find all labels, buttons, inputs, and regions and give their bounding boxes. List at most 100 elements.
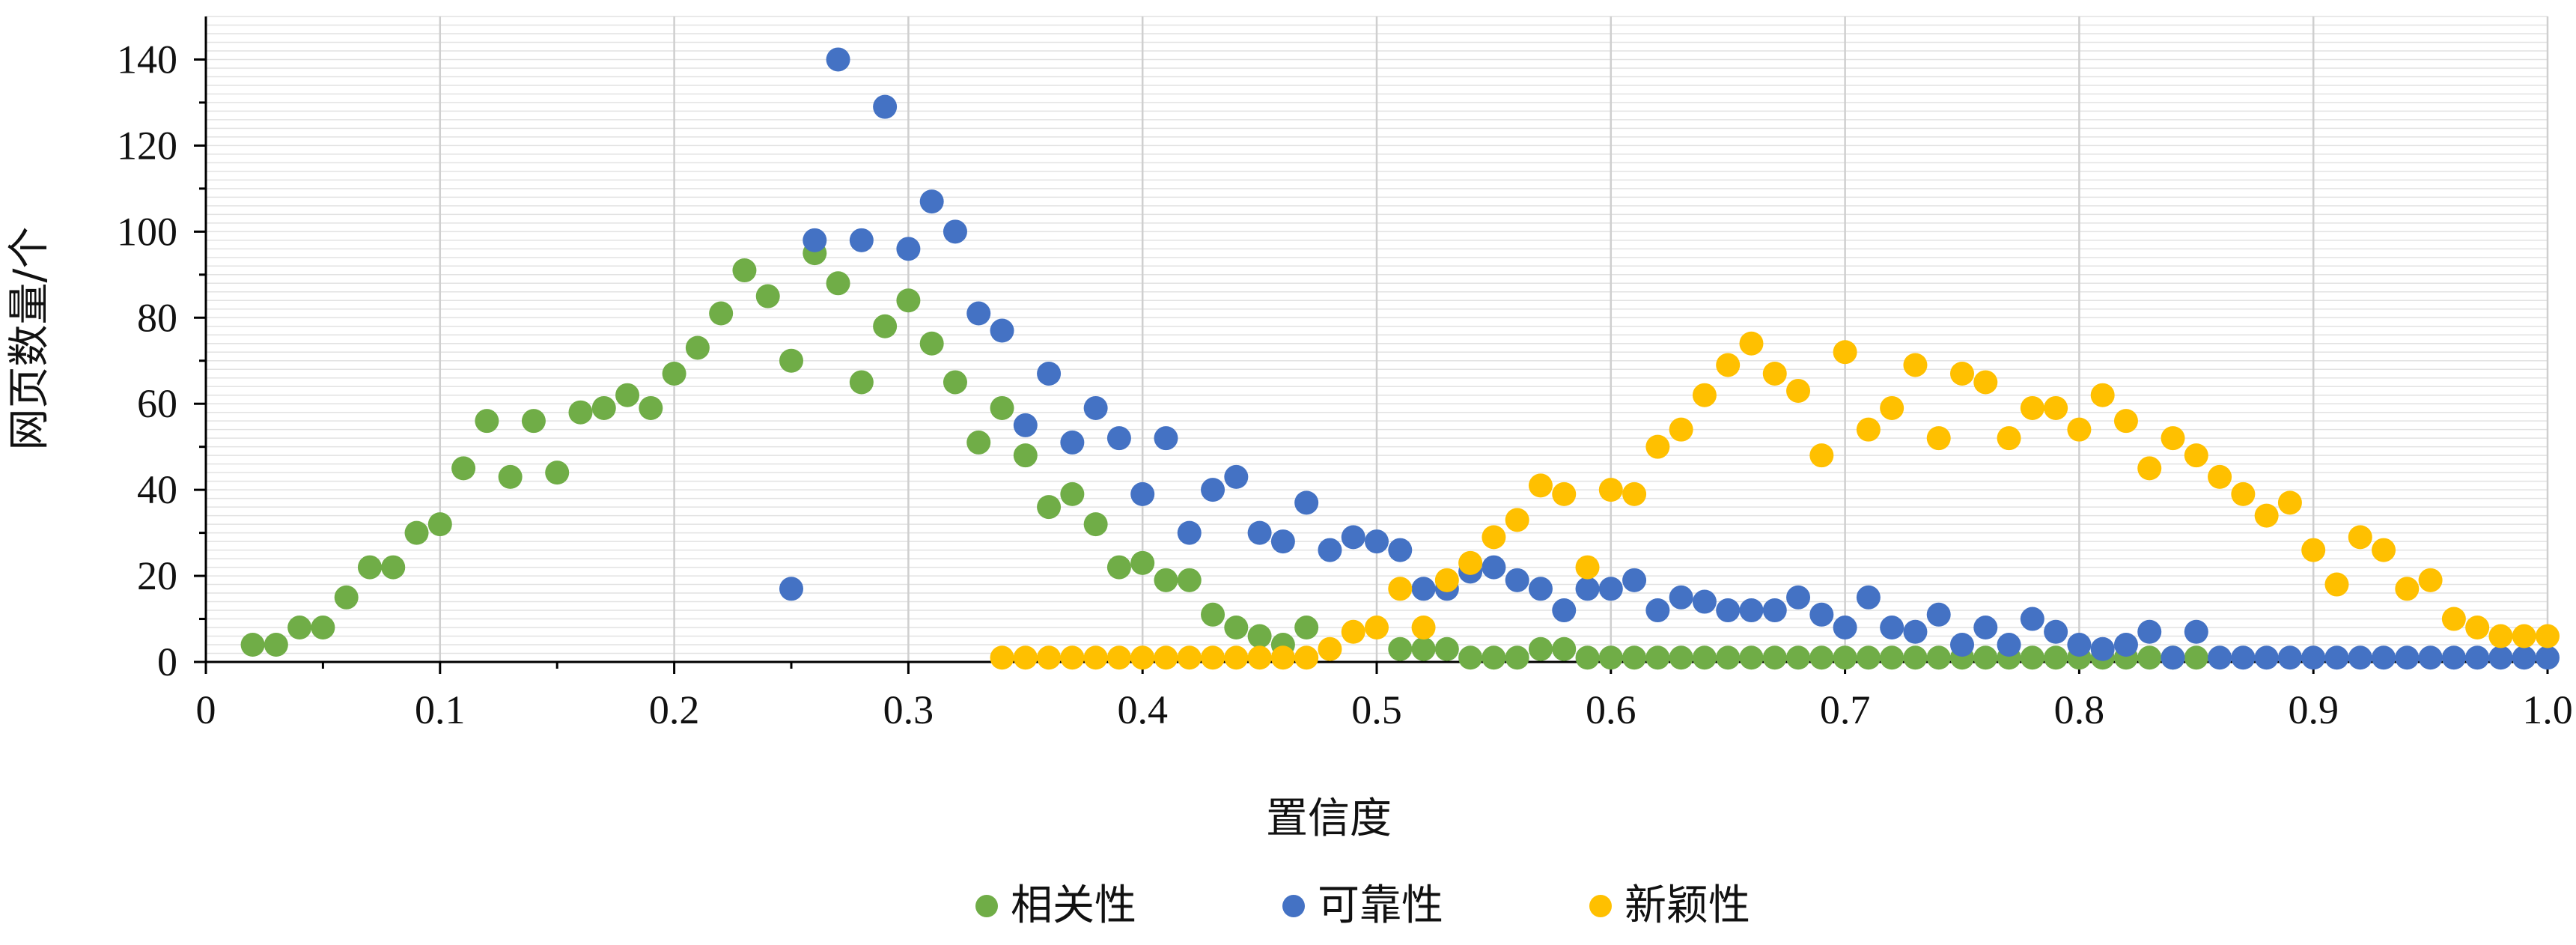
data-point: [1856, 585, 1881, 610]
data-point: [2020, 607, 2044, 631]
data-point: [1434, 636, 1459, 661]
data-point: [1365, 529, 1389, 554]
x-tick-label: 0.2: [649, 687, 700, 732]
data-point: [1458, 550, 1483, 575]
data-point: [2488, 624, 2513, 648]
data-point: [990, 395, 1014, 420]
data-point: [2020, 395, 2044, 420]
data-point: [1552, 636, 1577, 661]
data-point: [685, 335, 710, 360]
data-point: [1013, 645, 1038, 670]
y-axis-title: 网页数量/个: [5, 227, 54, 451]
data-point: [334, 585, 359, 610]
data-point: [873, 94, 898, 119]
data-point: [639, 395, 663, 420]
data-point: [1154, 426, 1178, 451]
data-point: [1411, 616, 1436, 640]
data-point: [1482, 525, 1506, 550]
data-point: [849, 228, 874, 252]
legend-marker: [975, 895, 998, 917]
data-point: [1318, 636, 1342, 661]
data-point: [2277, 490, 2302, 515]
data-point: [1973, 645, 1998, 670]
x-tick-label: 0.9: [2288, 687, 2339, 732]
data-point: [287, 616, 312, 640]
x-tick-label: 1.0: [2522, 687, 2573, 732]
data-point: [2301, 538, 2326, 562]
data-point: [1294, 490, 1319, 515]
data-point: [943, 370, 967, 395]
data-point: [381, 555, 406, 580]
data-point: [1505, 568, 1529, 592]
data-point: [732, 258, 757, 283]
data-point: [1903, 645, 1928, 670]
data-point: [1201, 602, 1225, 627]
data-point: [1247, 624, 1272, 648]
data-point: [1224, 464, 1249, 489]
data-point: [240, 633, 265, 657]
data-point: [1130, 481, 1155, 506]
data-point: [1786, 645, 1811, 670]
data-point: [1739, 598, 1764, 623]
legend-label: 可靠性: [1318, 881, 1443, 930]
data-point: [1552, 598, 1577, 623]
x-tick-label: 0.6: [1586, 687, 1636, 732]
data-point: [1294, 645, 1319, 670]
data-point: [2324, 572, 2349, 597]
data-point: [1645, 434, 1670, 459]
data-point: [2208, 645, 2232, 670]
data-point: [475, 409, 499, 434]
data-point: [1060, 645, 1085, 670]
data-point: [1294, 616, 1319, 640]
data-point: [2231, 645, 2256, 670]
data-point: [1598, 645, 1623, 670]
series-2: [990, 331, 2560, 670]
data-point: [2137, 456, 2162, 481]
data-point: [1130, 550, 1155, 575]
data-point: [1341, 619, 1365, 644]
data-point: [1997, 633, 2021, 657]
series-1: [779, 47, 2560, 670]
data-point: [1669, 585, 1693, 610]
data-point: [1060, 481, 1085, 506]
data-point: [2418, 568, 2443, 592]
data-point: [2488, 645, 2513, 670]
data-point: [1013, 413, 1038, 437]
data-point: [1037, 645, 1062, 670]
data-point: [1060, 430, 1085, 455]
data-point: [1856, 645, 1881, 670]
data-point: [1973, 616, 1998, 640]
data-point: [1762, 598, 1787, 623]
data-point: [1130, 645, 1155, 670]
data-point: [1224, 645, 1249, 670]
data-point: [1622, 568, 1647, 592]
data-point: [1037, 361, 1062, 386]
data-point: [568, 400, 593, 425]
data-point: [2137, 619, 2162, 644]
data-point: [2254, 503, 2279, 528]
data-point: [1926, 426, 1951, 451]
data-point: [1037, 495, 1062, 520]
data-point: [1083, 512, 1108, 537]
data-point: [1856, 417, 1881, 442]
legend-label: 相关性: [1011, 881, 1136, 930]
data-point: [2113, 633, 2138, 657]
y-tick-label: 80: [137, 295, 177, 340]
data-point: [2090, 636, 2115, 661]
data-point: [2184, 645, 2208, 670]
data-point: [2090, 383, 2115, 407]
data-point: [2137, 645, 2162, 670]
x-axis-title: 置信度: [1266, 794, 1392, 843]
data-point: [2067, 417, 2092, 442]
data-point: [1786, 585, 1811, 610]
data-point: [2161, 426, 2185, 451]
legend-marker: [1282, 895, 1305, 917]
data-point: [1669, 417, 1693, 442]
data-point: [2348, 645, 2372, 670]
data-point: [1973, 370, 1998, 395]
data-point: [1997, 426, 2021, 451]
legend-marker: [1589, 895, 1612, 917]
data-point: [1926, 602, 1951, 627]
data-point: [2512, 645, 2536, 670]
y-tick-label: 0: [157, 639, 177, 684]
